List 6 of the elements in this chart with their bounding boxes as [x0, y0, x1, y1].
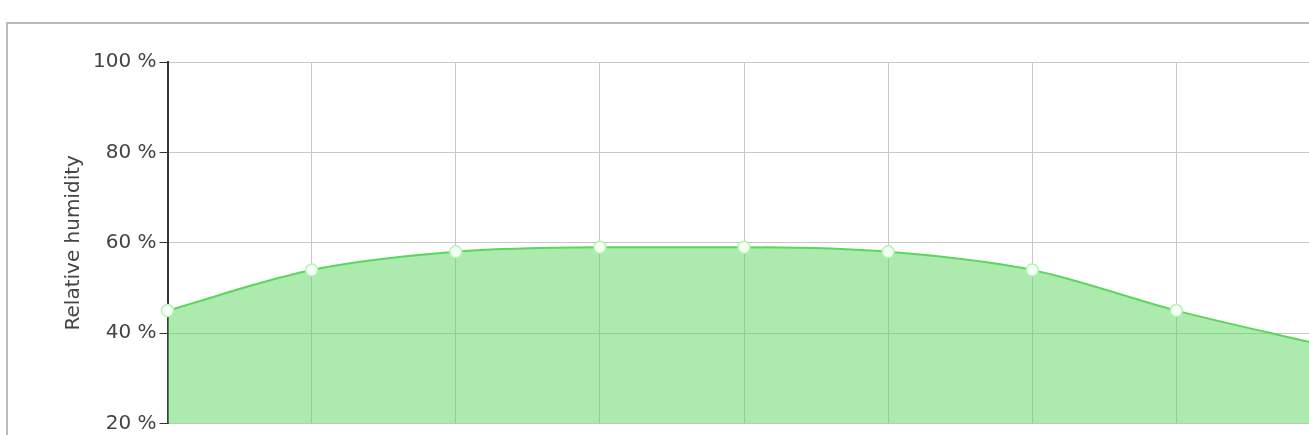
y-tick-label: 40 %	[105, 319, 157, 344]
y-tick-label: 100 %	[92, 48, 157, 73]
y-axis-title: Relative humidity	[60, 154, 85, 331]
y-tick-label: 20 %	[105, 409, 157, 434]
y-tick-label: 60 %	[105, 229, 157, 253]
y-tick-label: 80 %	[105, 138, 157, 163]
